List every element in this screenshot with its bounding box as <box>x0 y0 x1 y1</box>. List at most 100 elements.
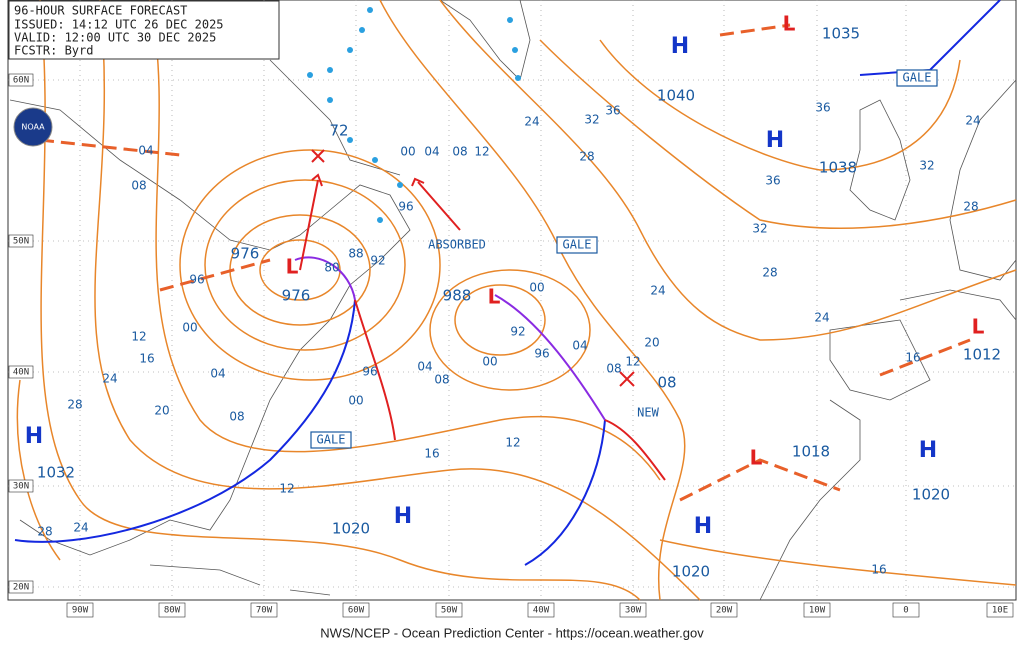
footer: NWS/NCEP - Ocean Prediction Center - htt… <box>320 625 704 640</box>
isobar-label: 00 <box>400 145 415 159</box>
map-frame <box>7 0 1017 601</box>
pressure-value: 1040 <box>657 87 695 105</box>
isobar-label: 36 <box>765 174 780 188</box>
longitude-label: 10E <box>992 606 1008 616</box>
isobar-label: 96 <box>189 273 204 287</box>
isobar-label: 80 <box>324 261 339 275</box>
coastlines <box>9 0 1017 601</box>
isobar-label: 12 <box>131 330 146 344</box>
isobar-label: 08 <box>606 362 621 376</box>
isobar-label: 96 <box>362 365 377 379</box>
pressure-value: 988 <box>443 287 472 305</box>
isobar-label: 28 <box>67 398 82 412</box>
isobar-label: 20 <box>154 404 169 418</box>
label-box <box>250 602 278 618</box>
isobar-label: 24 <box>524 115 539 129</box>
annotation: GALE <box>317 433 346 447</box>
latitude-label: 30N <box>13 482 29 492</box>
isobar-label: 12 <box>625 355 640 369</box>
latitude-label: 60N <box>13 76 29 86</box>
pressure-value: 1038 <box>819 159 857 177</box>
isobar-label: 24 <box>965 114 980 128</box>
pressure-center: H <box>766 128 784 153</box>
isobar-label: 12 <box>474 145 489 159</box>
logo: NOAA <box>13 107 53 147</box>
label-box <box>892 602 920 618</box>
label-box <box>619 602 647 618</box>
isobar-label: 16 <box>871 563 886 577</box>
pressure-center: H <box>25 424 43 449</box>
header-line: VALID: 12:00 UTC 30 DEC 2025 <box>14 31 216 45</box>
pressure-value: 08 <box>657 374 676 392</box>
isobar-label: 36 <box>605 104 620 118</box>
isobar-label: 32 <box>919 159 934 173</box>
label-box <box>896 69 938 87</box>
isobar-label: 04 <box>424 145 439 159</box>
pressure-value: 976 <box>231 245 260 263</box>
latitude-label: 40N <box>13 368 29 378</box>
longitude-label: 30W <box>625 606 642 616</box>
isobar-label: 04 <box>138 144 153 158</box>
longitude-label: 80W <box>164 606 181 616</box>
isobar-label: 12 <box>505 436 520 450</box>
isobar-label: 28 <box>762 266 777 280</box>
pressure-value: 1035 <box>822 25 860 43</box>
isobar-label: 04 <box>572 339 587 353</box>
isobar-label: 96 <box>534 347 549 361</box>
label-box <box>556 236 598 254</box>
logo-text: NOAA <box>21 123 45 132</box>
pressure-center: L <box>750 446 763 470</box>
isobar-label: 28 <box>579 150 594 164</box>
isobar-label: 24 <box>650 284 665 298</box>
isobar-label: 28 <box>37 525 52 539</box>
isobar-label: 28 <box>963 200 978 214</box>
annotation: NEW <box>637 406 659 420</box>
pressure-center: L <box>972 315 985 339</box>
label-box <box>710 602 738 618</box>
pressure-value: 1032 <box>37 464 75 482</box>
isobar-label: 00 <box>482 355 497 369</box>
label-box <box>8 479 34 493</box>
isobar-label: 32 <box>752 222 767 236</box>
pressure-center: H <box>671 34 689 59</box>
isobar-label: 92 <box>510 325 525 339</box>
latitude-label: 50N <box>13 237 29 247</box>
isobar-label: 16 <box>424 447 439 461</box>
isobar-label: 04 <box>210 367 225 381</box>
label-box <box>66 602 94 618</box>
header-box <box>8 0 280 60</box>
pressure-value: 976 <box>282 287 311 305</box>
label-box <box>158 602 186 618</box>
pressure-value: 1018 <box>792 443 830 461</box>
pressure-center: L <box>488 285 501 309</box>
label-box <box>527 602 555 618</box>
pressure-center: H <box>394 504 412 529</box>
isobar-label: 92 <box>370 254 385 268</box>
isobar-label: 88 <box>348 247 363 261</box>
ice-edge <box>307 7 521 223</box>
pressure-value: 1020 <box>672 563 710 581</box>
annotation: ABSORBED <box>428 238 486 252</box>
header-line: ISSUED: 14:12 UTC 26 DEC 2025 <box>14 18 224 32</box>
label-box <box>8 234 34 248</box>
longitude-label: 20W <box>716 606 733 616</box>
isobar-label: 32 <box>584 113 599 127</box>
isobar-label: 24 <box>814 311 829 325</box>
longitude-label: 10W <box>809 606 826 616</box>
pressure-value: 72 <box>329 122 348 140</box>
label-box <box>435 602 463 618</box>
annotation: GALE <box>563 238 592 252</box>
isobar-label: 24 <box>102 372 117 386</box>
isobar-label: 00 <box>529 281 544 295</box>
isobar-label: 96 <box>398 200 413 214</box>
pressure-value: 1020 <box>912 486 950 504</box>
isobar-label: 16 <box>905 351 920 365</box>
longitude-label: 40W <box>533 606 550 616</box>
isobar-label: 08 <box>229 410 244 424</box>
longitude-label: 90W <box>72 606 89 616</box>
pressure-center: L <box>783 12 796 36</box>
pressure-value: 1020 <box>332 520 370 538</box>
label-box <box>8 580 34 594</box>
pressure-center: H <box>694 514 712 539</box>
